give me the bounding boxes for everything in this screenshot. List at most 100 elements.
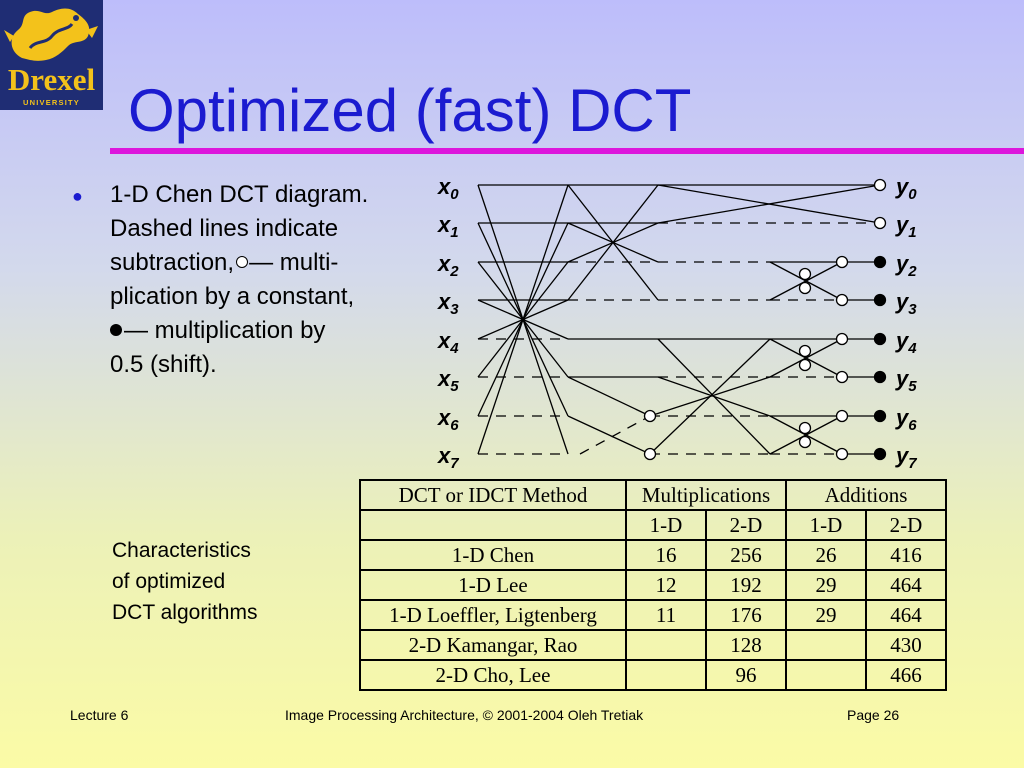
input-label-x0: x0 bbox=[437, 174, 459, 203]
multiplier-node-icon bbox=[873, 216, 887, 230]
table-header-row: DCT or IDCT Method Multiplications Addit… bbox=[359, 479, 947, 511]
header-multiplications: Multiplications bbox=[625, 479, 787, 511]
cell-add-1d: 29 bbox=[785, 599, 867, 631]
table-row: 2-D Cho, Lee 96 466 bbox=[359, 659, 947, 691]
signal-line bbox=[657, 184, 881, 224]
cell-add-1d: 29 bbox=[785, 569, 867, 601]
open-circle-icon bbox=[236, 255, 249, 268]
cell-mult-1d: 16 bbox=[625, 539, 707, 571]
table-row: 1-D Lee 12 192 29 464 bbox=[359, 569, 947, 601]
cell-method: 1-D Chen bbox=[359, 539, 627, 571]
table-row: 1-D Loeffler, Ligtenberg 11 176 29 464 bbox=[359, 599, 947, 631]
input-label-x7: x7 bbox=[437, 443, 459, 472]
bullet-line-4: plication by a constant, bbox=[110, 283, 355, 310]
input-label-x5: x5 bbox=[437, 366, 459, 395]
filled-circle-icon bbox=[110, 323, 122, 336]
signal-line bbox=[769, 338, 843, 378]
footer-course: Image Processing Architecture, © 2001-20… bbox=[285, 707, 644, 723]
multiplier-node-icon bbox=[798, 435, 812, 449]
slide-title: Optimized (fast) DCT bbox=[128, 77, 692, 144]
caption-line-1: Characteristics bbox=[112, 539, 251, 562]
shift-node-icon bbox=[873, 370, 887, 384]
cell-method: 1-D Loeffler, Ligtenberg bbox=[359, 599, 627, 631]
multiplier-node-icon bbox=[835, 447, 849, 461]
multiplier-node-icon bbox=[798, 358, 812, 372]
input-label-x2: x2 bbox=[437, 251, 459, 280]
cell-mult-2d: 256 bbox=[705, 539, 787, 571]
dragon-icon bbox=[4, 8, 98, 61]
multiplier-node-icon bbox=[643, 409, 657, 423]
footer-page: Page 26 bbox=[847, 707, 900, 723]
cell-mult-2d: 192 bbox=[705, 569, 787, 601]
cell-mult-1d bbox=[625, 629, 707, 661]
cell-mult-1d: 11 bbox=[625, 599, 707, 631]
diagram-lines bbox=[477, 184, 881, 455]
subheader-add-2d: 2-D bbox=[865, 509, 947, 541]
signal-line bbox=[769, 415, 843, 455]
multiplier-node-icon bbox=[835, 293, 849, 307]
bullet-line-3a: subtraction, bbox=[110, 249, 235, 276]
shift-node-icon bbox=[873, 447, 887, 461]
signal-line bbox=[657, 376, 771, 417]
multiplier-node-icon bbox=[798, 344, 812, 358]
dct-complexity-table: DCT or IDCT Method Multiplications Addit… bbox=[359, 479, 947, 691]
table-row: 1-D Chen 16 256 26 416 bbox=[359, 539, 947, 571]
input-labels: x0 x1 x2 x3 x4 x5 x6 x7 bbox=[437, 174, 459, 472]
signal-line bbox=[769, 261, 843, 301]
signal-line bbox=[649, 338, 771, 455]
output-label-y6: y6 bbox=[895, 405, 917, 434]
cell-mult-2d: 96 bbox=[705, 659, 787, 691]
caption-line-2: of optimized bbox=[112, 570, 226, 593]
subheader-mult-1d: 1-D bbox=[625, 509, 707, 541]
output-label-y7: y7 bbox=[895, 443, 917, 472]
multiplier-node-icon bbox=[835, 370, 849, 384]
cell-add-1d bbox=[785, 629, 867, 661]
logo-subtitle: UNIVERSITY bbox=[22, 98, 80, 107]
multiplier-node-icon bbox=[798, 267, 812, 281]
signal-line bbox=[567, 184, 659, 301]
output-labels: y0 y1 y2 y3 y4 y5 y6 y7 bbox=[895, 174, 917, 472]
table-subheader-row: 1-D 2-D 1-D 2-D bbox=[359, 509, 947, 541]
input-label-x3: x3 bbox=[437, 289, 459, 318]
multiplier-node-icon bbox=[873, 178, 887, 192]
output-label-y0: y0 bbox=[895, 174, 917, 203]
multiplier-node-icon bbox=[798, 421, 812, 435]
subheader-blank bbox=[359, 509, 627, 541]
shift-node-icon bbox=[873, 255, 887, 269]
bullet-line-1: 1-D Chen DCT diagram. bbox=[110, 181, 369, 208]
bullet-icon: ● bbox=[72, 186, 83, 206]
subheader-add-1d: 1-D bbox=[785, 509, 867, 541]
cell-mult-1d: 12 bbox=[625, 569, 707, 601]
bullet-line-6: 0.5 (shift). bbox=[110, 351, 217, 378]
diagram-nodes bbox=[643, 178, 887, 461]
output-label-y3: y3 bbox=[895, 289, 917, 318]
multiplier-node-icon bbox=[835, 255, 849, 269]
subheader-mult-2d: 2-D bbox=[705, 509, 787, 541]
cell-method: 1-D Lee bbox=[359, 569, 627, 601]
header-method: DCT or IDCT Method bbox=[359, 479, 627, 511]
subtraction-line bbox=[579, 415, 651, 455]
output-label-y5: y5 bbox=[895, 366, 917, 395]
cell-add-2d: 416 bbox=[865, 539, 947, 571]
bullet-text: 1-D Chen DCT diagram. Dashed lines indic… bbox=[110, 178, 440, 382]
cell-mult-1d bbox=[625, 659, 707, 691]
chen-dct-flow-diagram: x0 x1 x2 x3 x4 x5 x6 x7 y0 y1 y2 y3 y4 y… bbox=[437, 174, 917, 472]
logo-wordmark: Drexel bbox=[7, 62, 96, 97]
multiplier-node-icon bbox=[835, 409, 849, 423]
shift-node-icon bbox=[873, 293, 887, 307]
input-label-x1: x1 bbox=[437, 212, 459, 241]
output-label-y2: y2 bbox=[895, 251, 917, 280]
cell-add-2d: 466 bbox=[865, 659, 947, 691]
multiplier-node-icon bbox=[835, 332, 849, 346]
output-label-y1: y1 bbox=[895, 212, 917, 241]
header-additions: Additions bbox=[785, 479, 947, 511]
signal-line bbox=[567, 376, 651, 417]
input-label-x6: x6 bbox=[437, 405, 459, 434]
bullet-line-2: Dashed lines indicate bbox=[110, 215, 339, 242]
cell-mult-2d: 176 bbox=[705, 599, 787, 631]
cell-add-1d bbox=[785, 659, 867, 691]
caption-line-3: DCT algorithms bbox=[112, 601, 258, 624]
cell-mult-2d: 128 bbox=[705, 629, 787, 661]
cell-method: 2-D Kamangar, Rao bbox=[359, 629, 627, 661]
bullet-line-5: — multiplication by bbox=[124, 317, 326, 344]
